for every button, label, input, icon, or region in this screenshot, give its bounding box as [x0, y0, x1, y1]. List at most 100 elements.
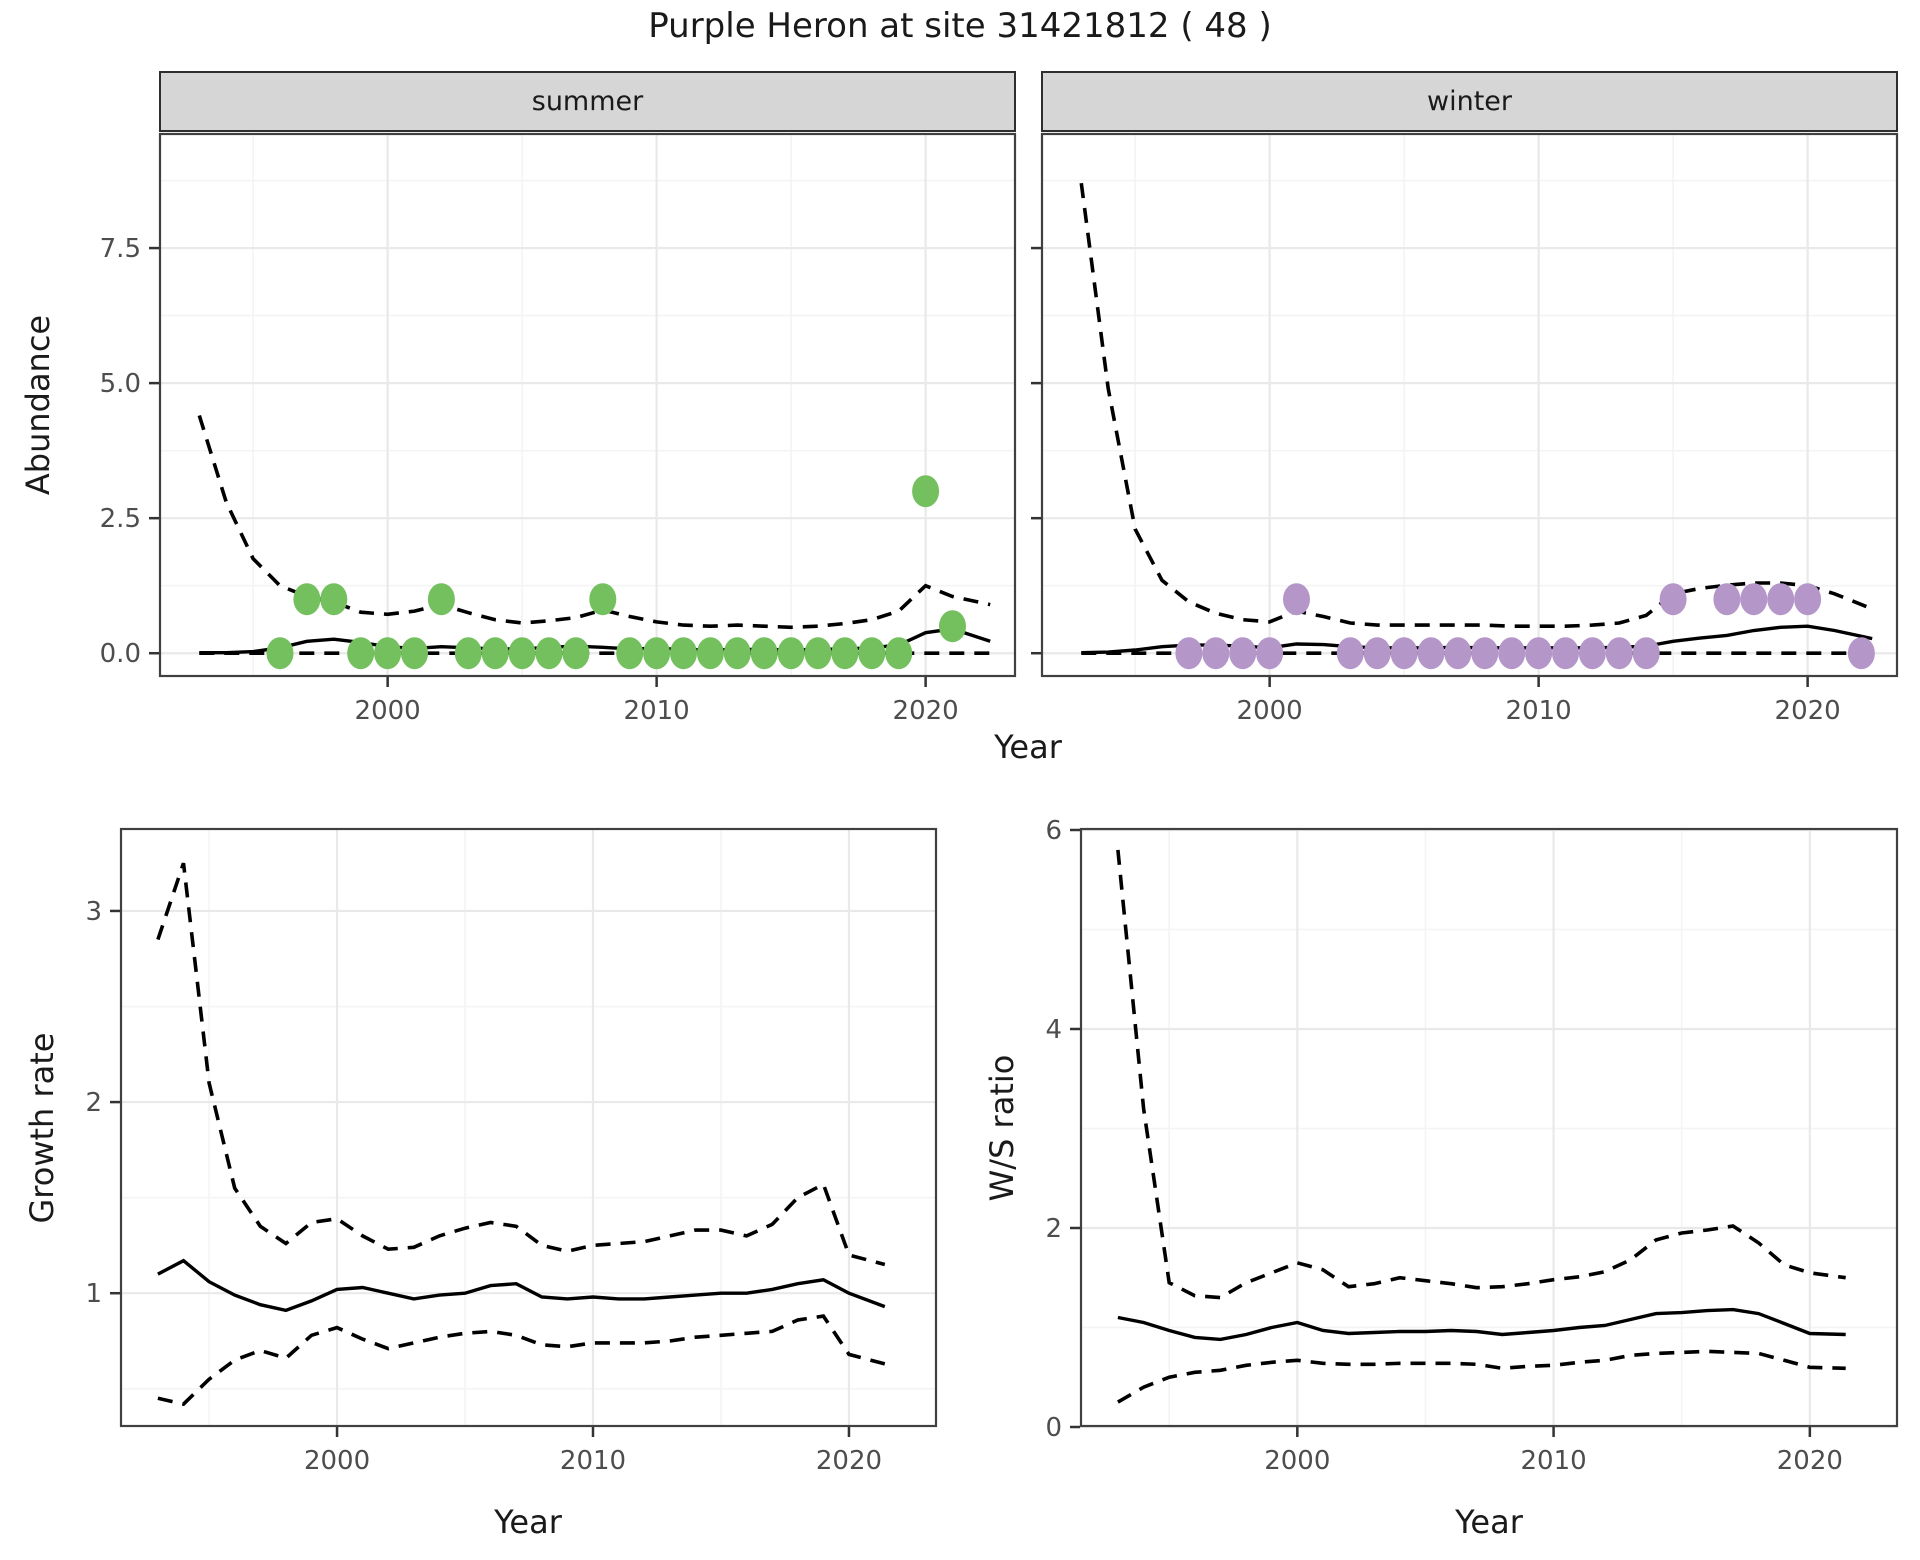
y-tick-label: 1: [85, 1279, 102, 1309]
growth-grid-minor: [120, 828, 937, 1427]
data-point: [1283, 583, 1310, 616]
data-point: [1336, 637, 1364, 670]
growth-panel-border: [119, 827, 938, 1428]
y-tick-label: 2: [1045, 1214, 1062, 1244]
y-tick-label: 2: [85, 1088, 102, 1118]
x-tick-label: 2020: [816, 1446, 882, 1476]
data-point: [1417, 637, 1445, 670]
data-point: [401, 637, 428, 670]
observed-counts-summer: [266, 475, 966, 670]
data-point: [750, 637, 778, 670]
data-point: [347, 637, 375, 670]
data-point: [1659, 583, 1687, 616]
summer-panel-border: [158, 132, 1017, 678]
growth-rate-axis-title: Growth rate: [23, 1032, 61, 1224]
data-point: [1713, 583, 1741, 616]
data-point: [912, 475, 940, 508]
data-point: [858, 637, 886, 670]
data-point: [670, 637, 697, 670]
summer-upper_95ci-line: [197, 414, 991, 630]
data-point: [696, 637, 724, 670]
y-tick-label: 0: [1045, 1413, 1062, 1443]
data-point: [723, 637, 751, 670]
x-tick-label: 2020: [1777, 1446, 1843, 1476]
data-point: [320, 583, 348, 616]
data-point: [1256, 637, 1284, 670]
data-point: [1471, 637, 1499, 670]
ws-median-line: [1117, 1307, 1846, 1342]
abundance-summer-panel: 2000 2010 2020 0.0 2.5 5.0 7.5: [100, 132, 1017, 726]
ws-lower_95ci-line: [1116, 1349, 1846, 1404]
y-tick-label: 7.5: [100, 234, 141, 264]
data-point: [1498, 637, 1526, 670]
facet-strip-winter-label: winter: [1427, 86, 1512, 117]
summer-grid-major: [159, 133, 1016, 677]
x-tick-label: 2010: [624, 696, 690, 726]
observed-counts-winter: [1175, 583, 1875, 670]
data-point: [1794, 583, 1822, 616]
winter-upper_95ci-line: [1079, 182, 1873, 628]
summer-grid-minor: [159, 133, 1016, 677]
ws-ratio-panel: 2000 2010 2020 0 2 4 6: [1045, 816, 1899, 1476]
data-point: [1444, 637, 1472, 670]
data-point: [777, 637, 805, 670]
data-point: [1525, 637, 1553, 670]
ws-axis-ticks: 2000 2010 2020 0 2 4 6: [1045, 816, 1842, 1476]
data-point: [1175, 637, 1203, 670]
growth-axis-ticks: 2000 2010 2020 1 2 3: [85, 897, 882, 1476]
figure-title: Purple Heron at site 31421812 ( 48 ): [648, 6, 1272, 46]
growth-grid-major: [120, 828, 937, 1427]
growth-median-line: [157, 1258, 886, 1313]
data-point: [427, 583, 455, 616]
data-point: [1740, 583, 1768, 616]
summer-axis-ticks: 2000 2010 2020 0.0 2.5 5.0 7.5: [100, 234, 959, 726]
data-point: [374, 637, 402, 670]
data-point: [508, 637, 536, 670]
x-tick-label: 2010: [1506, 696, 1572, 726]
x-tick-label: 2000: [1264, 1446, 1330, 1476]
facet-strip-summer-label: summer: [531, 86, 644, 117]
y-tick-label: 3: [85, 897, 102, 927]
y-tick-label: 6: [1045, 816, 1062, 846]
data-point: [1578, 637, 1606, 670]
abundance-winter-panel: 2000 2010 2020: [1031, 132, 1899, 726]
data-point: [804, 637, 832, 670]
ws-year-axis-title: Year: [1455, 1503, 1523, 1541]
data-point: [454, 637, 482, 670]
data-point: [1390, 637, 1418, 670]
growth-upper_95ci-line: [156, 862, 886, 1267]
data-point: [1202, 637, 1230, 670]
y-tick-label: 4: [1045, 1015, 1062, 1045]
data-point: [562, 637, 590, 670]
x-tick-label: 2000: [355, 696, 421, 726]
growth-rate-panel: 2000 2010 2020 1 2 3: [85, 827, 938, 1476]
data-point: [1605, 637, 1633, 670]
x-tick-label: 2000: [304, 1446, 370, 1476]
top-year-axis-title: Year: [994, 728, 1062, 766]
x-tick-label: 2010: [1520, 1446, 1586, 1476]
data-point: [1632, 637, 1660, 670]
data-point: [831, 637, 859, 670]
data-point: [1552, 637, 1579, 670]
y-tick-label: 5.0: [100, 369, 141, 399]
data-point: [643, 637, 671, 670]
x-tick-label: 2020: [1775, 696, 1841, 726]
facet-strip-summer: summer: [159, 71, 1016, 132]
ws-panel-border: [1079, 827, 1899, 1428]
x-tick-label: 2020: [893, 696, 959, 726]
growth-lower_95ci-line: [157, 1314, 886, 1407]
data-point: [589, 583, 617, 616]
ws-grid-minor: [1080, 828, 1898, 1427]
x-tick-label: 2000: [1237, 696, 1303, 726]
data-point: [293, 583, 321, 616]
facet-strip-winter: winter: [1041, 71, 1898, 132]
winter-panel-border: [1040, 132, 1899, 678]
data-point: [939, 610, 966, 643]
y-tick-label: 2.5: [100, 504, 141, 534]
growth-year-axis-title: Year: [494, 1503, 562, 1541]
y-tick-label: 0.0: [100, 639, 141, 669]
abundance-axis-title: Abundance: [19, 314, 57, 496]
data-point: [1229, 637, 1257, 670]
x-tick-label: 2010: [560, 1446, 626, 1476]
